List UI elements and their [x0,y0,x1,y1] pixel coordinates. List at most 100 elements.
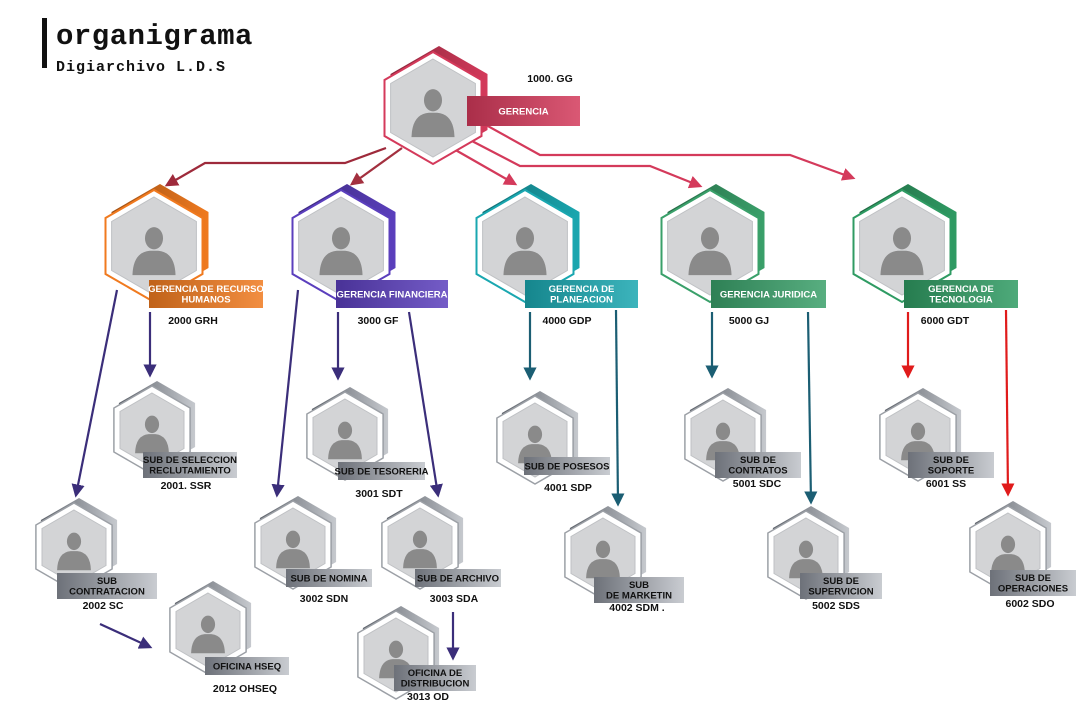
node-title: SUPERVICION [808,587,873,598]
arrow-gg-to-gj [469,139,703,189]
node-code: 6000 GDT [921,315,970,327]
node-title: CONTRATOS [728,466,787,477]
avatar-icon [276,530,310,569]
node-label-box [594,577,684,603]
avatar-icon [319,227,363,276]
node-label-box [394,665,476,691]
avatar-icon [586,540,620,579]
node-code: 3013 OD [407,691,449,703]
node-title: DE MARKETIN [606,591,672,602]
node-title: SUB DE ARCHIVO [417,573,499,584]
node-label-box [525,280,638,308]
node-code: 6001 SS [926,478,966,490]
node-title: OFICINA DE [408,668,463,679]
node-title: SUB DE [740,455,776,466]
node-title: PLANEACION [550,295,613,306]
arrow-gf-to-sda [407,311,443,498]
nodes: GERENCIA 1000. GG GERENCIA DE RECURSOHUMAN… [35,46,1076,703]
node-title: SOPORTE [928,466,974,477]
node-code: 2002 SC [83,600,124,612]
node-title: SUB DE [823,576,859,587]
node-label-box [908,452,994,478]
node-label-box [143,452,237,478]
avatar-icon [880,227,924,276]
node-sda[interactable]: SUB DE ARCHIVO 3003 SDA [381,496,501,605]
node-code: 4001 SDP [544,482,592,494]
arrow-gg-to-gf [349,147,403,186]
node-code: 3003 SDA [430,593,479,605]
node-title: SUB DE [933,455,969,466]
node-code: 4000 GDP [542,315,591,327]
arrow-gf-to-sdn [271,289,300,498]
arrow-gg-to-gdt [485,124,856,181]
node-label-box [990,570,1076,596]
avatar-icon [135,415,169,454]
node-label-box [286,569,372,587]
node-code: 3001 SDT [355,488,403,500]
node-code: 5001 SDC [733,478,782,490]
node-title: SUB DE TESORERIA [335,466,429,477]
page-subtitle: Digiarchivo L.D.S [56,59,227,76]
avatar-icon [503,227,547,276]
node-title: DISTRIBUCION [401,679,470,690]
avatar-icon [411,89,455,138]
node-label-box [715,452,801,478]
node-code: 5000 GJ [729,315,769,327]
node-ohseq[interactable]: OFICINA HSEQ 2012 OHSEQ [169,581,289,695]
node-label-box [904,280,1018,308]
node-label-box [415,569,501,587]
node-sdt[interactable]: SUB DE TESORERIA 3001 SDT [306,387,429,500]
node-code: 2012 OHSEQ [213,683,277,695]
node-gf[interactable]: GERENCIA FINANCIERA 3000 GF [291,184,449,327]
node-code: 3000 GF [358,315,399,327]
avatar-icon [688,227,732,276]
node-title: OFICINA HSEQ [213,661,281,672]
node-title: SUB DE NOMINA [290,573,367,584]
node-sdp[interactable]: SUB DE POSESOS 4001 SDP [496,391,610,494]
avatar-icon [403,530,437,569]
node-sdn[interactable]: SUB DE NOMINA 3002 SDN [254,496,372,605]
node-gj[interactable]: GERENCIA JURIDICA 5000 GJ [660,184,827,327]
node-code: 3002 SDN [300,593,348,605]
node-label-box [57,573,157,599]
node-label-box [338,462,425,480]
node-title: GERENCIA [498,106,548,117]
node-title: GERENCIA JURIDICA [720,289,817,300]
node-title: GERENCIA DE [549,284,615,295]
node-code: 1000. GG [527,73,573,85]
avatar-icon [191,615,225,654]
node-gg[interactable]: GERENCIA 1000. GG [383,46,581,166]
page-title: organigrama [56,20,253,53]
avatar-icon [57,532,91,571]
avatar-icon [132,227,176,276]
node-code: 5002 SDS [812,600,860,612]
node-title: GERENCIA DE RECURSO [148,284,264,295]
arrow-gg-to-gdp [451,147,518,186]
arrow-gdt-to-sdo [1001,309,1015,497]
node-title: SUB [97,576,117,587]
node-code: 4002 SDM . [609,602,665,614]
node-title: GERENCIA FINANCIERA [336,289,447,300]
node-label-box [467,96,580,126]
node-title: GERENCIA DE [928,284,994,295]
avatar-icon [328,421,362,460]
node-code: 6002 SDO [1005,598,1054,610]
node-label-box [336,280,448,308]
node-title: OPERACIONES [998,584,1068,595]
node-label-box [800,573,882,599]
node-title: SUB DE POSESOS [525,461,610,472]
node-title: CONTRATACION [69,587,145,598]
node-label-box [149,280,263,308]
